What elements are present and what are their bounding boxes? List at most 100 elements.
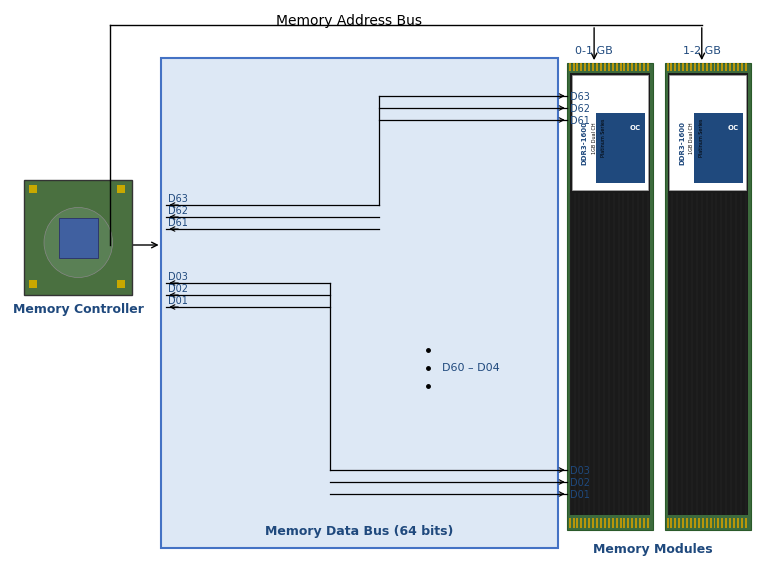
Bar bbox=[162, 58, 558, 548]
Text: D62: D62 bbox=[169, 206, 188, 216]
Bar bbox=[588, 63, 590, 71]
Text: Platinum Series: Platinum Series bbox=[699, 119, 704, 157]
Bar bbox=[702, 63, 704, 71]
Bar bbox=[612, 63, 614, 71]
Bar bbox=[745, 63, 747, 71]
Bar bbox=[580, 63, 583, 71]
Bar bbox=[733, 518, 735, 528]
Bar bbox=[604, 63, 606, 71]
Text: Platinum Series: Platinum Series bbox=[601, 119, 606, 157]
Bar bbox=[608, 518, 610, 528]
Text: D01: D01 bbox=[169, 296, 188, 306]
Bar bbox=[643, 63, 645, 71]
Bar bbox=[690, 518, 692, 528]
Bar bbox=[713, 63, 716, 71]
Bar bbox=[725, 518, 728, 528]
Text: DDR3-1600: DDR3-1600 bbox=[679, 121, 685, 165]
Bar bbox=[576, 518, 579, 528]
Text: 1-2 GB: 1-2 GB bbox=[683, 46, 720, 56]
Bar bbox=[721, 518, 724, 528]
Text: OC: OC bbox=[728, 125, 739, 131]
Bar bbox=[592, 63, 594, 71]
Text: D61: D61 bbox=[570, 116, 590, 126]
Bar bbox=[24, 180, 132, 295]
Bar bbox=[694, 63, 696, 71]
Text: D03: D03 bbox=[570, 466, 590, 476]
Bar bbox=[643, 518, 645, 528]
Bar bbox=[670, 63, 673, 71]
Bar bbox=[670, 75, 746, 190]
Bar bbox=[600, 518, 602, 528]
Circle shape bbox=[44, 207, 113, 277]
Bar bbox=[568, 518, 571, 528]
Bar bbox=[596, 63, 598, 71]
Bar bbox=[698, 518, 700, 528]
Bar bbox=[623, 63, 626, 71]
Bar bbox=[702, 518, 704, 528]
Bar bbox=[639, 63, 641, 71]
Bar bbox=[698, 63, 700, 71]
Bar bbox=[690, 63, 692, 71]
Bar bbox=[667, 73, 748, 515]
Bar bbox=[612, 518, 614, 528]
Bar bbox=[706, 63, 708, 71]
Bar bbox=[674, 63, 677, 71]
Bar bbox=[604, 518, 606, 528]
Bar bbox=[666, 63, 669, 71]
Bar bbox=[568, 63, 571, 71]
Text: Memory Controller: Memory Controller bbox=[13, 303, 143, 316]
Text: D61: D61 bbox=[169, 218, 188, 228]
Bar bbox=[567, 63, 653, 530]
Bar bbox=[635, 63, 637, 71]
Text: D60 – D04: D60 – D04 bbox=[442, 363, 500, 373]
Bar bbox=[615, 518, 618, 528]
Bar bbox=[666, 518, 669, 528]
Bar bbox=[694, 518, 696, 528]
Text: D02: D02 bbox=[570, 478, 590, 488]
Bar bbox=[741, 518, 743, 528]
Text: D01: D01 bbox=[570, 490, 590, 500]
Bar bbox=[678, 518, 681, 528]
Bar bbox=[623, 518, 626, 528]
Bar bbox=[721, 63, 724, 71]
Bar bbox=[29, 185, 37, 193]
Bar bbox=[694, 113, 743, 183]
Bar bbox=[619, 63, 622, 71]
Bar bbox=[706, 518, 708, 528]
Bar bbox=[608, 63, 610, 71]
Bar bbox=[737, 518, 739, 528]
Bar bbox=[741, 63, 743, 71]
Bar bbox=[596, 518, 598, 528]
Bar bbox=[580, 518, 583, 528]
Bar bbox=[570, 73, 650, 515]
Bar bbox=[627, 518, 630, 528]
Text: DDR3-1600: DDR3-1600 bbox=[581, 121, 587, 165]
Text: 1GB Dual CH: 1GB Dual CH bbox=[689, 122, 695, 154]
Bar bbox=[584, 63, 586, 71]
Bar bbox=[596, 113, 645, 183]
Text: Memory Address Bus: Memory Address Bus bbox=[277, 14, 423, 28]
Text: D03: D03 bbox=[169, 272, 188, 282]
Bar bbox=[682, 518, 684, 528]
Bar bbox=[572, 518, 575, 528]
Text: 1GB Dual CH: 1GB Dual CH bbox=[592, 122, 597, 154]
Text: Memory Modules: Memory Modules bbox=[593, 543, 713, 556]
Bar bbox=[118, 185, 125, 193]
Bar bbox=[717, 518, 720, 528]
Bar bbox=[572, 75, 648, 190]
Bar bbox=[733, 63, 735, 71]
Bar bbox=[670, 518, 673, 528]
Text: D62: D62 bbox=[570, 104, 590, 114]
Bar bbox=[710, 63, 712, 71]
Bar bbox=[639, 518, 641, 528]
Bar bbox=[686, 518, 688, 528]
Bar bbox=[29, 280, 37, 288]
Bar bbox=[737, 63, 739, 71]
Bar bbox=[118, 280, 125, 288]
Bar bbox=[631, 518, 633, 528]
Bar bbox=[635, 518, 637, 528]
Text: D63: D63 bbox=[169, 194, 188, 204]
Bar bbox=[686, 63, 688, 71]
Bar bbox=[584, 518, 586, 528]
Text: D02: D02 bbox=[169, 284, 188, 294]
